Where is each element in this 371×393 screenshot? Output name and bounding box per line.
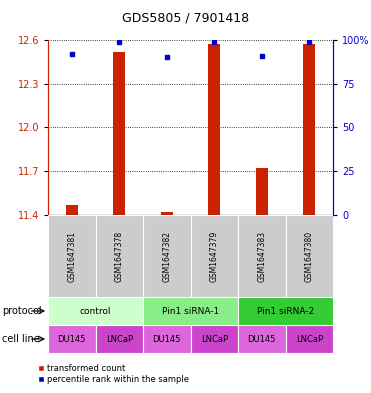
Bar — [95, 215, 143, 297]
Text: GDS5805 / 7901418: GDS5805 / 7901418 — [122, 11, 249, 24]
Text: protocol: protocol — [2, 306, 42, 316]
Bar — [113, 51, 125, 215]
Bar — [303, 44, 315, 215]
Bar — [66, 205, 78, 215]
Text: GSM1647382: GSM1647382 — [162, 231, 171, 281]
Text: DU145: DU145 — [247, 334, 276, 343]
Text: Pin1 siRNA-1: Pin1 siRNA-1 — [162, 307, 219, 316]
Bar — [143, 325, 190, 353]
Bar — [48, 325, 95, 353]
Bar — [286, 325, 333, 353]
Text: LNCaP: LNCaP — [106, 334, 133, 343]
Text: LNCaP: LNCaP — [201, 334, 228, 343]
Bar — [238, 297, 333, 325]
Bar — [48, 215, 95, 297]
Text: control: control — [80, 307, 111, 316]
Text: Pin1 siRNA-2: Pin1 siRNA-2 — [257, 307, 314, 316]
Text: GSM1647383: GSM1647383 — [257, 230, 266, 281]
Legend: transformed count, percentile rank within the sample: transformed count, percentile rank withi… — [34, 360, 193, 387]
Bar — [208, 44, 220, 215]
Bar — [143, 297, 238, 325]
Text: DU145: DU145 — [58, 334, 86, 343]
Bar — [238, 215, 286, 297]
Text: GSM1647378: GSM1647378 — [115, 230, 124, 281]
Bar — [256, 168, 268, 215]
Text: GSM1647380: GSM1647380 — [305, 230, 314, 281]
Bar — [238, 325, 286, 353]
Bar — [143, 215, 190, 297]
Text: GSM1647379: GSM1647379 — [210, 230, 219, 282]
Text: cell line: cell line — [2, 334, 40, 344]
Text: DU145: DU145 — [152, 334, 181, 343]
Bar — [48, 297, 143, 325]
Bar — [95, 325, 143, 353]
Bar — [190, 325, 238, 353]
Text: GSM1647381: GSM1647381 — [67, 231, 76, 281]
Bar — [190, 215, 238, 297]
Bar — [161, 212, 173, 215]
Bar — [286, 215, 333, 297]
Text: LNCaP: LNCaP — [296, 334, 323, 343]
